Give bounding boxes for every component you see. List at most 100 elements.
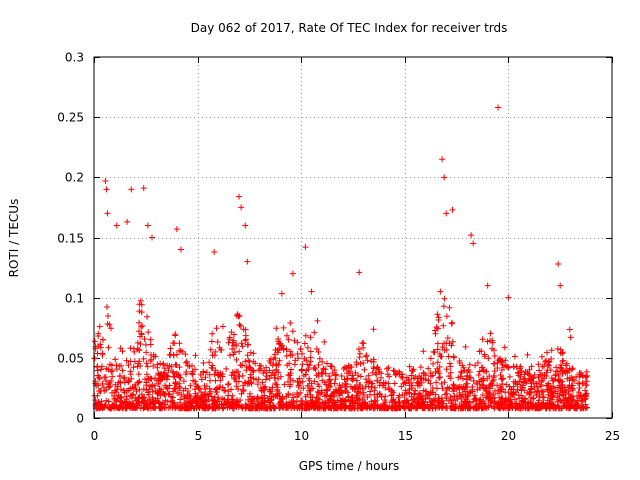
data-point: [465, 405, 472, 412]
data-point: [505, 389, 512, 396]
data-point: [568, 374, 575, 381]
data-point: [528, 375, 535, 382]
data-point: [287, 348, 294, 355]
data-point: [105, 344, 112, 351]
data-point: [430, 360, 437, 367]
data-point: [475, 371, 482, 378]
data-point: [443, 366, 450, 373]
data-point: [426, 404, 433, 411]
data-point: [433, 324, 440, 331]
data-point: [216, 344, 223, 351]
data-point: [276, 357, 283, 364]
data-point: [491, 352, 498, 359]
data-point: [349, 375, 356, 382]
data-point: [226, 352, 233, 359]
data-point: [289, 270, 296, 277]
data-point: [437, 288, 444, 295]
data-point: [198, 394, 205, 401]
data-point: [285, 392, 292, 399]
data-point: [303, 398, 310, 405]
data-point: [359, 339, 366, 346]
data-point: [103, 186, 110, 193]
data-point: [426, 395, 433, 402]
data-point: [412, 374, 419, 381]
data-point: [497, 386, 504, 393]
data-point: [538, 378, 545, 385]
data-point: [199, 404, 206, 411]
data-point: [226, 336, 233, 343]
data-point: [226, 399, 233, 406]
data-point: [535, 387, 542, 394]
y-tick-label: 0.2: [65, 171, 84, 185]
data-point: [433, 379, 440, 386]
data-point: [367, 388, 374, 395]
data-point: [203, 382, 210, 389]
data-point: [396, 402, 403, 409]
data-point: [439, 385, 446, 392]
data-point: [397, 404, 404, 411]
data-point: [347, 368, 354, 375]
data-point: [494, 359, 501, 366]
data-point: [182, 351, 189, 358]
data-point: [481, 351, 488, 358]
data-point: [496, 356, 503, 363]
data-point: [135, 371, 142, 378]
data-point: [539, 372, 546, 379]
data-point: [230, 337, 237, 344]
data-point: [433, 385, 440, 392]
data-point: [571, 377, 578, 384]
data-point: [299, 397, 306, 404]
data-point: [527, 403, 534, 410]
data-point: [285, 336, 292, 343]
data-point: [536, 374, 543, 381]
x-tick-label: 5: [195, 429, 203, 443]
data-point: [398, 373, 405, 380]
data-point: [287, 320, 294, 327]
data-point: [229, 396, 236, 403]
data-point: [104, 210, 111, 217]
data-point: [440, 400, 447, 407]
data-point: [410, 366, 417, 373]
data-point: [177, 396, 184, 403]
data-point: [128, 186, 135, 193]
data-point: [390, 367, 397, 374]
data-point: [566, 388, 573, 395]
data-point: [140, 386, 147, 393]
data-point: [111, 392, 118, 399]
data-point: [491, 368, 498, 375]
data-point: [94, 367, 101, 374]
x-tick-label: 10: [294, 429, 309, 443]
data-point: [554, 345, 561, 352]
data-point: [408, 379, 415, 386]
data-point: [520, 379, 527, 386]
data-point: [150, 398, 157, 405]
data-point: [300, 372, 307, 379]
data-point: [307, 358, 314, 365]
data-point: [356, 269, 363, 276]
data-point: [110, 404, 117, 411]
data-point: [228, 329, 235, 336]
data-point: [270, 394, 277, 401]
data-point: [211, 371, 218, 378]
data-point: [357, 390, 364, 397]
data-point: [281, 381, 288, 388]
data-point: [269, 384, 276, 391]
data-point: [403, 374, 410, 381]
data-point: [518, 398, 525, 405]
data-point: [499, 376, 506, 383]
data-point: [178, 246, 185, 253]
data-point: [229, 345, 236, 352]
data-point: [552, 402, 559, 409]
data-point: [145, 389, 152, 396]
data-point: [422, 388, 429, 395]
data-point: [131, 348, 138, 355]
data-point: [497, 371, 504, 378]
data-point: [435, 395, 442, 402]
data-point: [154, 389, 161, 396]
data-point: [559, 389, 566, 396]
x-tick-label: 25: [605, 429, 620, 443]
data-point: [200, 401, 207, 408]
data-point: [242, 222, 249, 229]
data-point: [562, 369, 569, 376]
data-point: [117, 378, 124, 385]
